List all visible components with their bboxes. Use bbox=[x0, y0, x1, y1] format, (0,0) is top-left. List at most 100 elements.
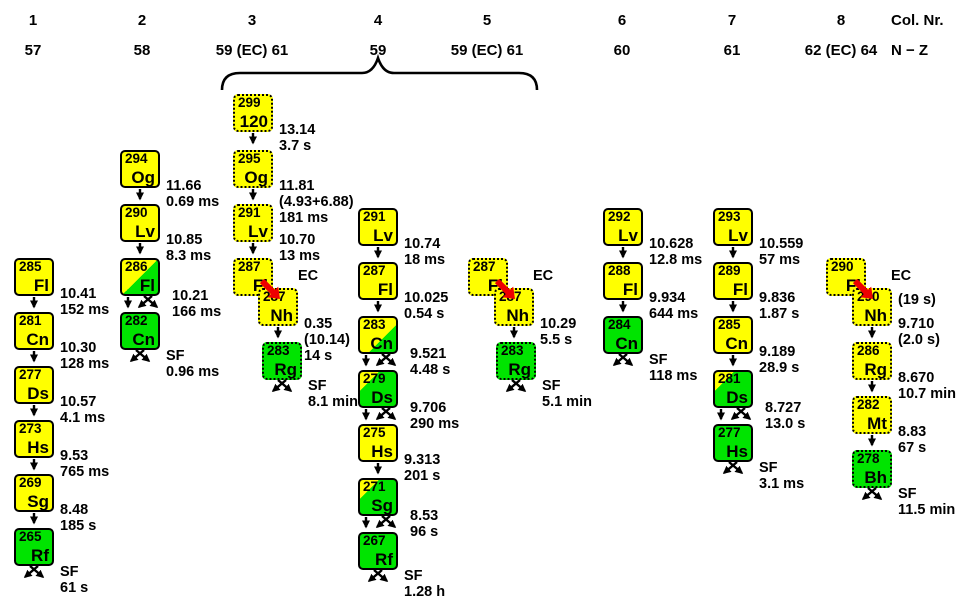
nuclide-box: 286 Rg bbox=[852, 342, 892, 380]
decay-label-line: 9.710 bbox=[898, 316, 935, 332]
mass-number: 275 bbox=[363, 425, 386, 440]
nuclide-box: 279 Ds bbox=[358, 370, 398, 408]
nuclide-box: 265 Rf bbox=[14, 528, 54, 566]
decay-label-line: 8.83 bbox=[898, 424, 927, 440]
decay-label-line: 9.934 bbox=[649, 290, 686, 306]
sf-decay-arrow bbox=[505, 379, 521, 392]
element-symbol: Cn bbox=[725, 334, 748, 353]
header-col-nz: 59 (EC) 61 bbox=[215, 42, 289, 59]
decay-label-line: 9.836 bbox=[759, 290, 796, 306]
header-col-nz: 61 bbox=[723, 42, 741, 59]
nuclide-box: 290 Nh bbox=[852, 288, 892, 326]
header-col-number: 2 bbox=[137, 12, 147, 29]
decay-label-line: (10.14) bbox=[304, 332, 350, 348]
decay-label-line: EC bbox=[298, 268, 319, 284]
sf-decay-arrow bbox=[29, 565, 45, 578]
decay-label-line: 765 ms bbox=[60, 464, 110, 480]
decay-label-line: 1.28 h bbox=[404, 584, 446, 600]
decay-label-line: 13.14 bbox=[279, 122, 316, 138]
mass-number: 269 bbox=[19, 475, 42, 490]
nuclide-box: 288 Fl bbox=[603, 262, 643, 300]
header-col-number: 8 bbox=[836, 12, 846, 29]
element-symbol: Nh bbox=[864, 306, 887, 325]
sf-decay-arrow bbox=[277, 379, 293, 392]
decay-label-line: 290 ms bbox=[410, 416, 460, 432]
sf-decay-arrow bbox=[375, 515, 391, 528]
element-symbol: Ds bbox=[371, 388, 393, 407]
mass-number: 285 bbox=[718, 317, 741, 332]
mass-number: 282 bbox=[857, 397, 880, 412]
mass-number: 287 bbox=[473, 259, 496, 274]
decay-label-line: 152 ms bbox=[60, 302, 110, 318]
header-col-number: 6 bbox=[617, 12, 627, 29]
decay-label-line: 118 ms bbox=[649, 368, 698, 384]
mass-number: 286 bbox=[125, 259, 148, 274]
decay-label-line: 18 ms bbox=[404, 252, 446, 268]
header-col-number: 3 bbox=[247, 12, 257, 29]
decay-label-line: (2.0 s) bbox=[898, 332, 940, 348]
element-symbol: Hs bbox=[27, 438, 49, 457]
mass-number: 287 bbox=[363, 263, 386, 278]
element-symbol: Rg bbox=[864, 360, 887, 379]
nuclide-box: 275 Hs bbox=[358, 424, 398, 462]
sf-decay-arrow bbox=[271, 379, 287, 392]
decay-label-line: 4.48 s bbox=[410, 362, 451, 378]
decay-label-line: 96 s bbox=[410, 524, 439, 540]
mass-number: 284 bbox=[608, 317, 631, 332]
nuclide-box: 281 Ds bbox=[713, 370, 753, 408]
mass-number: 282 bbox=[125, 313, 148, 328]
nuclide-box: 290 Lv bbox=[120, 204, 160, 242]
mass-number: 283 bbox=[267, 343, 290, 358]
sf-decay-arrow bbox=[375, 407, 391, 420]
element-symbol: Cn bbox=[615, 334, 638, 353]
element-symbol: Ds bbox=[726, 388, 748, 407]
element-symbol: Nh bbox=[506, 306, 529, 325]
sf-decay-arrow bbox=[129, 349, 145, 362]
sf-decay-arrow bbox=[728, 461, 744, 474]
header-col-number: 5 bbox=[482, 12, 492, 29]
header-col-nz: 58 bbox=[133, 42, 151, 59]
mass-number: 277 bbox=[19, 367, 42, 382]
mass-number: 271 bbox=[363, 479, 386, 494]
mass-number: 290 bbox=[125, 205, 148, 220]
element-symbol: Fl bbox=[732, 280, 748, 299]
decay-label-line: 9.313 bbox=[404, 452, 441, 468]
sf-decay-arrow bbox=[143, 295, 159, 308]
element-symbol: Hs bbox=[726, 442, 748, 461]
decay-label-line: 14 s bbox=[304, 348, 333, 364]
decay-label-line: 61 s bbox=[60, 580, 89, 596]
nuclide-box: 283 Rg bbox=[496, 342, 536, 380]
decay-label-line: 8.670 bbox=[898, 370, 935, 386]
element-symbol: Bh bbox=[864, 468, 887, 487]
header-nz-label: N − Z bbox=[891, 42, 929, 59]
header-col-nz: 59 bbox=[369, 42, 387, 59]
nuclide-box: 299 120 bbox=[233, 94, 273, 132]
nuclide-box: 273 Hs bbox=[14, 420, 54, 458]
element-symbol: Sg bbox=[371, 496, 393, 515]
sf-decay-arrow bbox=[730, 407, 746, 420]
mass-number: 279 bbox=[363, 371, 386, 386]
sf-decay-arrow bbox=[367, 569, 383, 582]
element-symbol: Lv bbox=[373, 226, 393, 245]
header-colnr-label: Col. Nr. bbox=[891, 12, 944, 29]
nuclide-box: 282 Cn bbox=[120, 312, 160, 350]
mass-number: 273 bbox=[19, 421, 42, 436]
decay-label-line: 8.48 bbox=[60, 502, 89, 518]
sf-decay-arrow bbox=[736, 407, 752, 420]
element-symbol: Rf bbox=[31, 546, 49, 565]
mass-number: 283 bbox=[501, 343, 524, 358]
decay-label-line: SF bbox=[898, 486, 917, 502]
nuclide-box: 278 Bh bbox=[852, 450, 892, 488]
decay-label-line: 9.53 bbox=[60, 448, 89, 464]
decay-label-line: 3.7 s bbox=[279, 138, 312, 154]
decay-label-line: 10.29 bbox=[540, 316, 577, 332]
nuclide-box: 284 Cn bbox=[603, 316, 643, 354]
sf-decay-arrow bbox=[373, 569, 389, 582]
decay-label-line: 10.628 bbox=[649, 236, 694, 252]
mass-number: 291 bbox=[238, 205, 261, 220]
element-symbol: Nh bbox=[270, 306, 293, 325]
mass-number: 277 bbox=[718, 425, 741, 440]
nuclide-box: 291 Lv bbox=[233, 204, 273, 242]
decay-label-line: (4.93+6.88) bbox=[279, 194, 354, 210]
decay-label-line: 67 s bbox=[898, 440, 927, 456]
